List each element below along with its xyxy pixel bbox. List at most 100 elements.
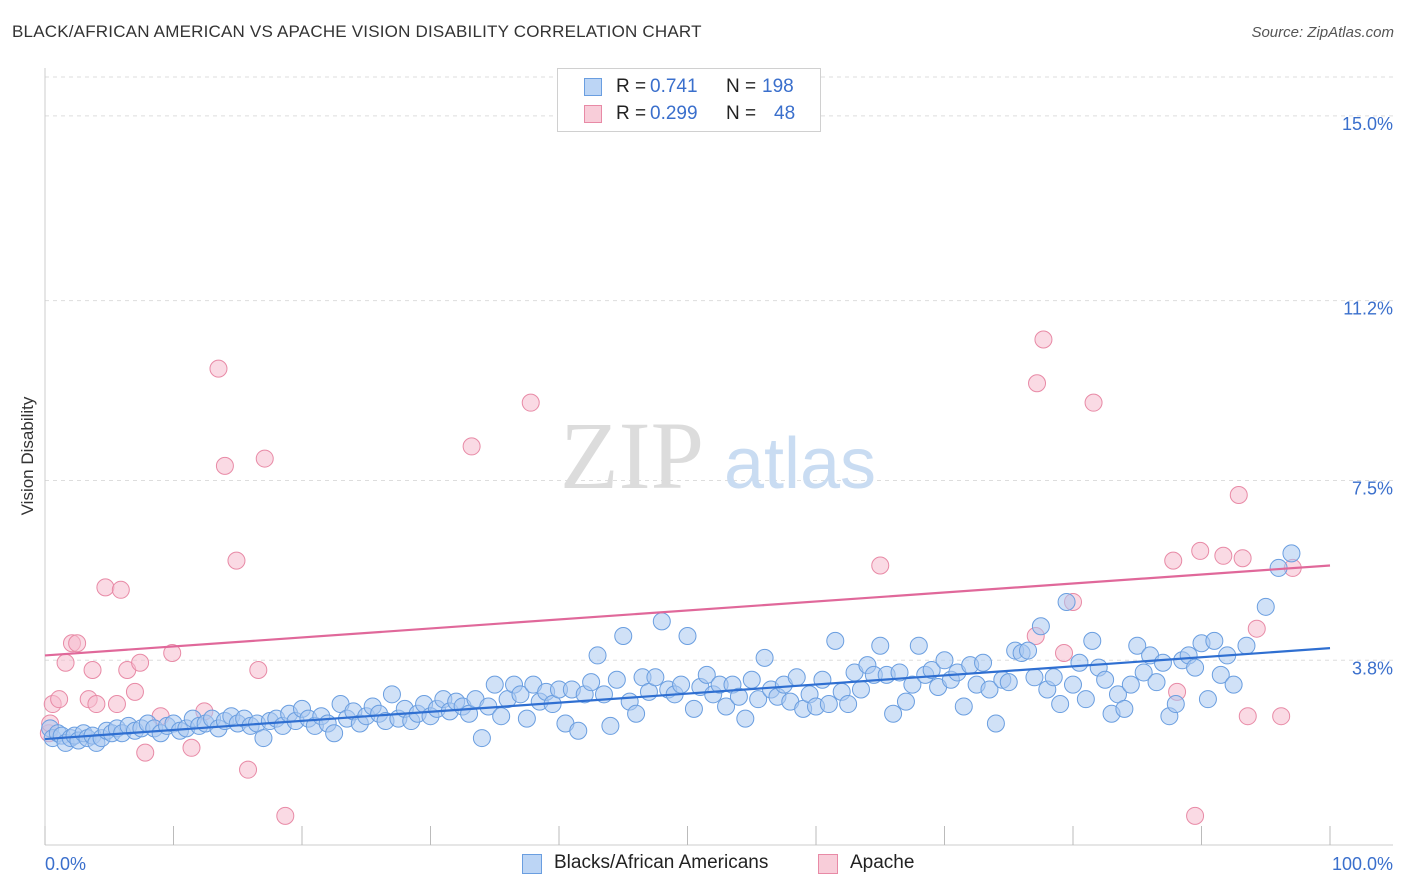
blacks-point [1147,673,1166,692]
blacks-point [1115,699,1134,718]
apache-point [227,551,246,570]
apache-point [1272,707,1291,726]
blacks-point [511,685,530,704]
y-tick-label: 3.8% [1352,658,1393,678]
apache-point [1084,393,1103,412]
legend-swatch-pink [584,105,602,123]
apache-point [521,393,540,412]
blacks-point [1134,663,1153,682]
legend-swatch-blue [522,854,542,874]
watermark-atlas: atlas [724,424,876,504]
apache-point [462,437,481,456]
blacks-point [1128,636,1147,655]
y-axis-label: Vision Disability [18,396,37,516]
grid-lines [45,76,1393,661]
apache-point [125,682,144,701]
blacks-point [819,695,838,714]
blacks-point [1121,675,1140,694]
apache-point [255,449,274,468]
apache-point [50,690,69,709]
blacks-point [909,636,928,655]
blacks-point [1186,658,1205,677]
blacks-point [672,675,691,694]
legend-label-blacks: Blacks/African Americans [554,852,769,873]
blacks-point [1044,668,1063,687]
blacks-point [986,714,1005,733]
blacks-point [684,699,703,718]
apache-point [56,653,75,672]
legend-r-value: 0.299 [650,103,698,124]
blacks-trendline [44,647,1331,741]
legend-r-label: R = [616,76,647,97]
y-tick-label: 15.0% [1342,114,1393,134]
apache-point [1247,619,1266,638]
blacks-point [1064,675,1082,694]
blacks-point [1057,592,1076,611]
blacks-point [697,665,716,684]
apache-point [1191,541,1210,560]
blacks-point [1256,597,1275,616]
blacks-point [627,704,646,723]
blacks-point [742,670,761,689]
blacks-point [954,697,973,716]
legend-n-value: 48 [774,103,796,124]
apache-point [1233,549,1252,568]
blacks-point [717,697,736,716]
blacks-point [813,670,832,689]
apache-point [87,695,106,714]
apache-point [136,743,155,762]
apache-trendline [44,564,1331,657]
apache-point [1214,546,1233,565]
apache-point [107,695,126,714]
apache-point [83,661,102,680]
apache-point [209,359,228,378]
apache-point [1238,707,1257,726]
blacks-point [1019,641,1038,660]
blacks-point [922,661,941,680]
blacks-point [517,709,536,728]
blacks-point [588,646,607,665]
blacks-point [646,668,665,687]
blacks-point [1198,690,1217,709]
legend-r-label: R = [616,103,647,124]
blacks-points [41,544,1301,752]
blacks-point [582,673,601,692]
legend-r-value: 0.741 [650,76,698,97]
apache-point [1164,551,1183,570]
x-tick-label: 100.0% [1332,854,1393,874]
apache-point [68,634,87,653]
blacks-point [472,729,491,748]
blacks-point [1282,544,1301,563]
apache-point [1055,644,1074,662]
blacks-point [1096,670,1115,689]
apache-point [131,653,150,672]
apache-point [111,580,130,599]
blacks-point [729,687,748,706]
blacks-point [1166,695,1185,714]
blacks-point [1237,636,1256,655]
blacks-point [980,680,999,699]
apache-point [871,556,890,575]
tick-labels: 3.8% 7.5% 11.2% 15.0% 0.0% 100.0% [45,114,1393,874]
blacks-point [325,724,344,743]
blacks-point [736,709,755,728]
apache-point [182,738,201,757]
apache-point [1028,374,1047,393]
blacks-point [1153,653,1172,672]
x-tick-label: 0.0% [45,854,86,874]
blacks-point [896,692,915,711]
watermark-zip: ZIP [560,402,704,509]
y-tick-label: 11.2% [1343,299,1393,319]
blacks-point [935,651,954,670]
blacks-point [1051,695,1070,714]
blacks-point [1224,675,1243,694]
blacks-point [974,653,993,672]
blacks-point [1083,631,1102,650]
blacks-point [485,675,504,694]
blacks-point [749,690,768,709]
blacks-point [999,673,1018,692]
blacks-point [607,670,626,689]
y-tick-label: 7.5% [1352,478,1393,498]
blacks-point [839,695,858,714]
